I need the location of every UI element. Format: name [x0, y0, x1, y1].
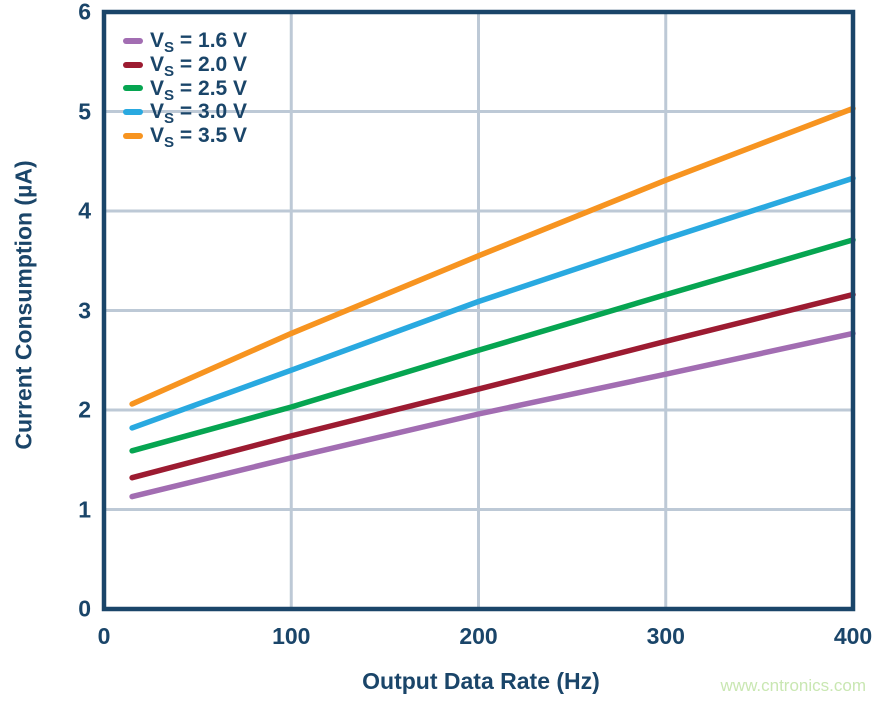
y-tick-label-6: 6 — [78, 0, 91, 25]
x-tick-label-300: 300 — [646, 623, 685, 649]
legend-item-label: VS = 3.5 V — [150, 124, 248, 152]
series-line-1.6v — [129, 330, 856, 500]
legend-swatch-icon — [123, 85, 143, 92]
y-tick-label-2: 2 — [78, 396, 91, 423]
chart-legend: VS = 1.6 V VS = 2.0 V VS = 2.5 V VS = 3.0 V… — [123, 29, 248, 152]
y-tick-label-0: 0 — [78, 595, 91, 622]
x-tick-label-100: 100 — [272, 623, 311, 649]
legend-item-label: VS = 3.0 V — [150, 100, 248, 128]
y-tick-label-5: 5 — [78, 98, 91, 124]
x-tick-label-0: 0 — [97, 623, 111, 649]
y-tick-label-3: 3 — [78, 297, 91, 323]
series-line-3.5v — [129, 105, 856, 407]
legend-item-label: VS = 2.0 V — [150, 53, 248, 81]
y-tick-label-4: 4 — [78, 197, 91, 224]
x-tick-label-400: 400 — [833, 623, 873, 649]
legend-item-4: VS = 3.5 V — [123, 124, 248, 152]
legend-swatch-icon — [123, 37, 143, 44]
legend-swatch-icon — [123, 132, 143, 139]
plot-frame — [101, 9, 856, 612]
legend-item-label: VS = 1.6 V — [150, 29, 248, 57]
legend-item-2: VS = 2.5 V — [123, 76, 248, 104]
x-tick-label-200: 200 — [459, 623, 498, 649]
series-line-2.0v — [129, 291, 856, 481]
series-line-3.0v — [129, 175, 856, 431]
legend-item-1: VS = 2.0 V — [123, 53, 248, 81]
watermark-text: www.cntronics.com — [720, 676, 866, 695]
legend-item-3: VS = 3.0 V — [123, 100, 248, 128]
legend-item-label: VS = 2.5 V — [150, 76, 248, 104]
legend-item-0: VS = 1.6 V — [123, 29, 248, 57]
legend-swatch-icon — [123, 61, 143, 68]
x-axis-label: Output Data Rate (Hz) — [362, 668, 600, 694]
legend-swatch-icon — [123, 108, 143, 115]
y-tick-label-1: 1 — [78, 496, 91, 522]
series-line-2.5v — [129, 237, 856, 454]
